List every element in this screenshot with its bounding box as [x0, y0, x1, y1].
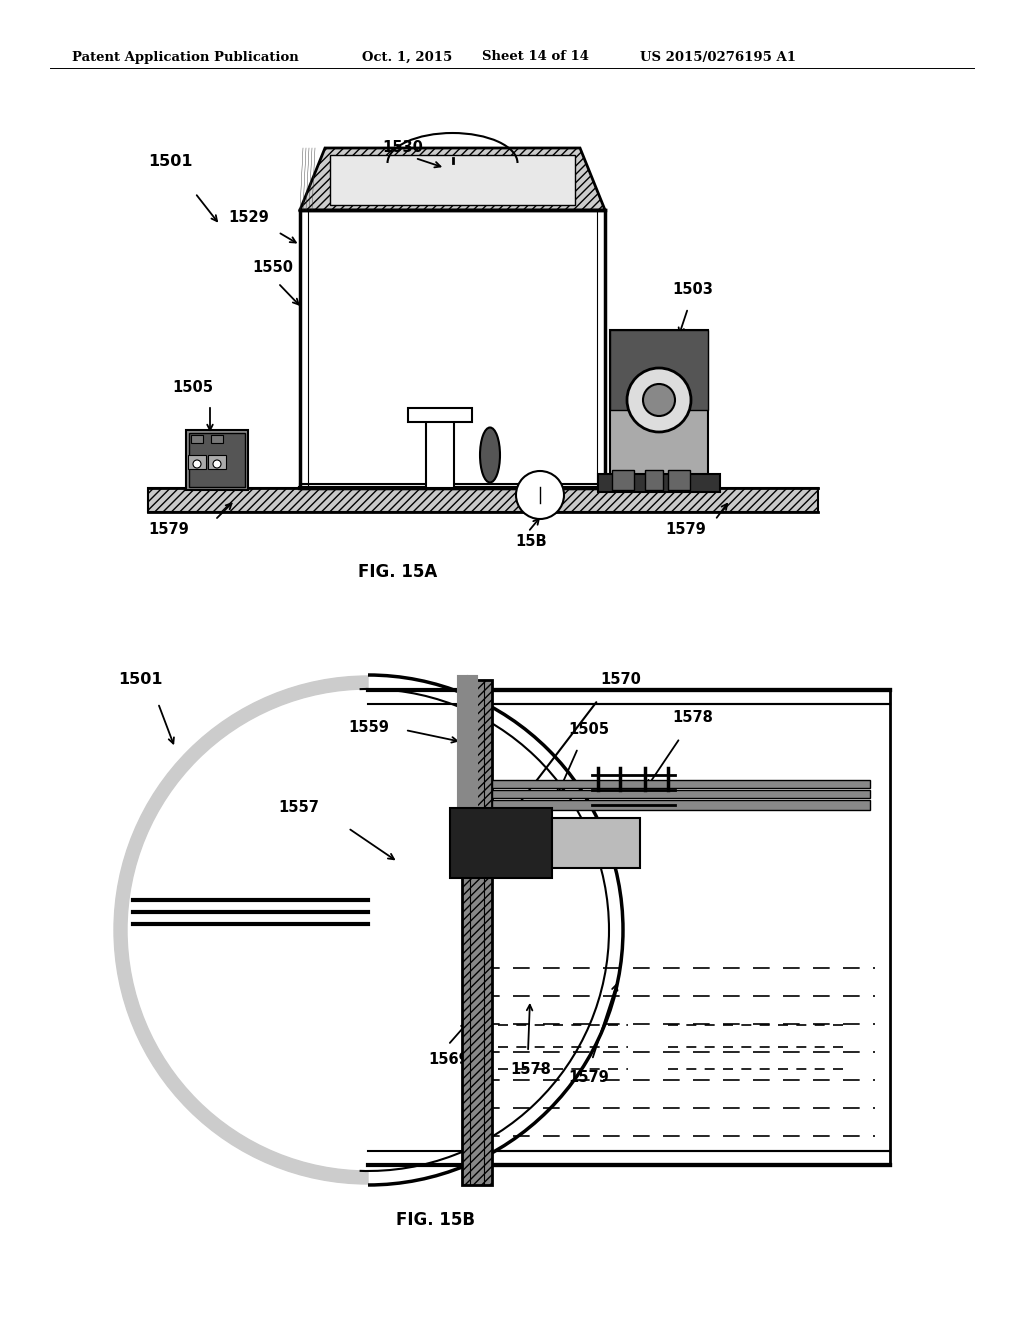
Text: 1505: 1505 — [568, 722, 609, 738]
Circle shape — [516, 471, 564, 519]
Bar — [191, 436, 203, 444]
Text: 1579: 1579 — [665, 523, 706, 537]
Circle shape — [643, 384, 675, 416]
Bar — [186, 430, 248, 490]
Bar — [645, 470, 663, 490]
Bar — [598, 474, 720, 492]
Circle shape — [193, 459, 201, 469]
Text: Sheet 14 of 14: Sheet 14 of 14 — [482, 50, 589, 63]
Text: 1503: 1503 — [672, 282, 713, 297]
Bar — [188, 455, 206, 469]
Text: 1505: 1505 — [172, 380, 213, 396]
Text: 1501: 1501 — [118, 672, 163, 688]
Text: 15B: 15B — [515, 535, 547, 549]
Text: 1569: 1569 — [428, 1052, 469, 1068]
Text: 1570: 1570 — [600, 672, 641, 688]
Bar — [300, 210, 605, 488]
Bar — [492, 789, 870, 799]
Bar — [330, 154, 575, 205]
Bar — [612, 470, 634, 490]
Bar — [462, 680, 492, 1185]
Text: Patent Application Publication: Patent Application Publication — [72, 50, 299, 63]
Bar — [189, 433, 245, 487]
Bar — [450, 808, 552, 878]
Text: 1501: 1501 — [148, 154, 193, 169]
Text: US 2015/0276195 A1: US 2015/0276195 A1 — [640, 50, 796, 63]
Bar — [208, 455, 226, 469]
Circle shape — [627, 368, 691, 432]
Text: FIG. 15B: FIG. 15B — [395, 1210, 474, 1229]
Bar — [610, 330, 708, 411]
Circle shape — [213, 459, 221, 469]
Bar — [426, 420, 454, 488]
Bar — [468, 690, 890, 1166]
Bar — [211, 436, 223, 444]
Wedge shape — [114, 676, 368, 1184]
Bar — [492, 780, 870, 788]
Ellipse shape — [480, 428, 500, 483]
Text: 1530: 1530 — [382, 140, 423, 156]
Text: 1550: 1550 — [252, 260, 293, 276]
Bar — [408, 408, 472, 422]
Polygon shape — [300, 148, 605, 210]
Text: 1579: 1579 — [568, 1071, 608, 1085]
Bar — [492, 800, 870, 810]
Bar — [610, 330, 708, 490]
Bar — [668, 470, 690, 490]
Text: 1578: 1578 — [672, 710, 713, 726]
Text: 1529: 1529 — [228, 210, 268, 226]
Text: 1557: 1557 — [278, 800, 318, 816]
Text: 1578: 1578 — [510, 1063, 551, 1077]
Text: 1559: 1559 — [348, 721, 389, 735]
Bar — [148, 488, 818, 512]
Text: FIG. 15A: FIG. 15A — [358, 564, 437, 581]
Bar — [552, 818, 640, 869]
Text: Oct. 1, 2015: Oct. 1, 2015 — [362, 50, 453, 63]
Text: 1579: 1579 — [148, 523, 188, 537]
